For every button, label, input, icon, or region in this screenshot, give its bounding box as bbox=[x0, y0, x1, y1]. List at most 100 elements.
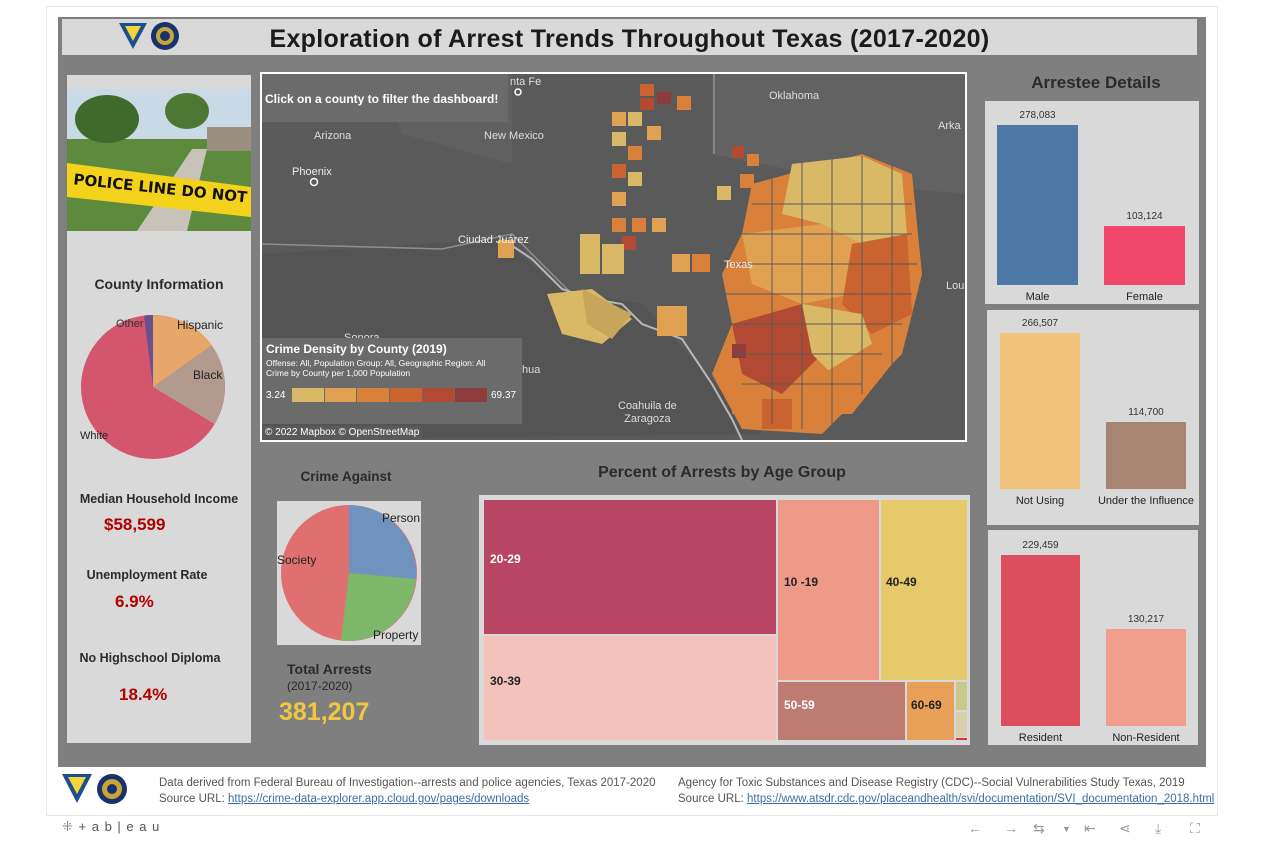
legend-subtitle: Offense: All, Population Group: All, Geo… bbox=[266, 358, 486, 368]
tableau-brand[interactable]: ⁜ + a b | e a u bbox=[62, 819, 160, 835]
map-legend: Crime Density by County (2019) Offense: … bbox=[262, 338, 522, 424]
police-line-photo: POLICE LINE DO NOT CROSS bbox=[67, 89, 251, 231]
fbi-logo bbox=[117, 21, 183, 52]
share-icon[interactable]: ⋖ bbox=[1119, 820, 1131, 836]
legend-color-ramp bbox=[292, 388, 489, 402]
map-label-new-mexico: New Mexico bbox=[484, 130, 544, 142]
footer-left-label: Source URL: bbox=[159, 793, 229, 805]
crime-against-pie[interactable] bbox=[277, 501, 421, 645]
footer-left-link[interactable]: https://crime-data-explorer.app.cloud.go… bbox=[228, 793, 530, 805]
map-label-arizona: Arizona bbox=[314, 130, 352, 142]
bar-category-label: Male bbox=[1025, 291, 1050, 303]
legend-min: 3.24 bbox=[266, 389, 286, 401]
county-info-title: County Information bbox=[94, 276, 224, 292]
total-arrests-value: 381,207 bbox=[279, 698, 370, 726]
bar-value-label: 114,700 bbox=[1128, 406, 1164, 418]
pie-slice-person bbox=[349, 505, 417, 579]
arrestee-details-title: Arrestee Details bbox=[1031, 73, 1161, 92]
title-bar: Exploration of Arrest Trends Throughout … bbox=[62, 19, 1197, 55]
map-hint: Click on a county to filter the dashboar… bbox=[262, 74, 508, 122]
age-cell-small-2[interactable] bbox=[956, 712, 967, 737]
undo-icon[interactable]: ← bbox=[968, 820, 982, 836]
legend-max: 69.37 bbox=[491, 389, 517, 401]
page-title: Exploration of Arrest Trends Throughout … bbox=[269, 25, 990, 53]
age-cell-10-19[interactable]: 10 -19 bbox=[778, 500, 879, 680]
map-label-chihuahua: hua bbox=[522, 364, 541, 376]
legend-swatch bbox=[422, 388, 456, 402]
map-label-louisiana: Lou bbox=[946, 280, 965, 292]
age-cell-20-29[interactable]: 20-29 bbox=[484, 500, 776, 634]
pie-slice-black bbox=[153, 345, 225, 424]
pie-slice-other bbox=[144, 315, 153, 387]
income-value: $58,599 bbox=[104, 515, 166, 534]
revert-icon[interactable]: ⇆ bbox=[1033, 820, 1045, 836]
bar-category-label: Non-Resident bbox=[1112, 732, 1180, 744]
pie-label-other: Other bbox=[116, 318, 144, 330]
legend-swatch bbox=[357, 388, 391, 402]
bar-non-resident[interactable] bbox=[1106, 628, 1186, 726]
footer-fbi-logo bbox=[60, 772, 130, 806]
diploma-label: No Highschool Diploma bbox=[79, 651, 221, 665]
bar-category-label: Female bbox=[1126, 291, 1163, 303]
age-treemap: 20-29 30-39 10 -19 40-49 50-59 60-69 bbox=[479, 495, 970, 745]
tableau-logo-icon: ⁜ bbox=[62, 819, 74, 834]
total-arrests-label: Total Arrests bbox=[287, 661, 372, 677]
age-cell-30-39[interactable]: 30-39 bbox=[484, 636, 776, 740]
fullscreen-icon[interactable]: ⛶ bbox=[1190, 820, 1200, 836]
footer-left-desc: Data derived from Federal Bureau of Inve… bbox=[159, 777, 656, 789]
bar-value-label: 266,507 bbox=[1021, 318, 1059, 329]
map-label-arkansas: Arka bbox=[938, 120, 961, 132]
crime-against-title: Crime Against bbox=[300, 469, 392, 484]
diploma-value: 18.4% bbox=[119, 685, 168, 704]
age-treemap-title: Percent of Arrests by Age Group bbox=[598, 464, 846, 481]
bar-category-label: Not Using bbox=[1015, 495, 1065, 507]
pie-slice-hispanic bbox=[153, 315, 212, 387]
bar-resident[interactable] bbox=[1001, 555, 1080, 726]
texas-county-map[interactable]: Click on a county to filter the dashboar… bbox=[260, 72, 967, 442]
footer-right-label: Source URL: bbox=[678, 793, 748, 805]
redo-icon[interactable]: → bbox=[1004, 820, 1018, 836]
legend-swatch bbox=[390, 388, 423, 402]
map-attribution[interactable]: © 2022 Mapbox © OpenStreetMap bbox=[262, 426, 423, 439]
map-label-coahuila: Coahuila de Zaragoza bbox=[618, 400, 677, 425]
legend-subtitle-2: Crime by County per 1,000 Population bbox=[266, 368, 411, 378]
bar-value-label: 103,124 bbox=[1126, 210, 1163, 222]
map-label-phoenix: Phoenix bbox=[292, 166, 332, 178]
age-cell-40-49[interactable]: 40-49 bbox=[881, 500, 967, 680]
pie-label-black: Black bbox=[193, 368, 223, 382]
legend-swatch bbox=[292, 388, 325, 402]
bar-value-label: 130,217 bbox=[1127, 613, 1165, 625]
bar-under-the-influence[interactable] bbox=[1106, 421, 1186, 489]
bar-value-label: 278,083 bbox=[1019, 110, 1056, 121]
footer-right-link[interactable]: https://www.atsdr.cdc.gov/placeandhealth… bbox=[747, 793, 1215, 805]
age-cell-small-1[interactable] bbox=[956, 682, 967, 710]
map-label-texas: Texas bbox=[724, 259, 753, 271]
age-cell-50-59[interactable]: 50-59 bbox=[778, 682, 905, 740]
legend-swatch bbox=[455, 388, 489, 402]
race-pie-chart[interactable] bbox=[78, 312, 228, 462]
bar-category-label: Resident bbox=[1018, 732, 1063, 744]
unemployment-label: Unemployment Rate bbox=[86, 568, 208, 582]
tableau-wordmark: + a b | e a u bbox=[78, 819, 161, 834]
total-arrests-sub: (2017-2020) bbox=[287, 679, 353, 693]
download-icon[interactable]: ⤓ bbox=[1155, 820, 1162, 836]
map-label-oklahoma: Oklahoma bbox=[769, 90, 820, 102]
pie-label-property: Property bbox=[373, 628, 419, 642]
age-cell-small-3[interactable] bbox=[956, 738, 967, 740]
pie-label-white: White bbox=[80, 430, 109, 442]
footer-left-source: Data derived from Federal Bureau of Inve… bbox=[159, 775, 656, 807]
map-label-ciudad-juarez: Ciudad Juárez bbox=[458, 234, 529, 246]
reset-icon[interactable]: ⇤ bbox=[1084, 820, 1096, 836]
footer-right-source: Agency for Toxic Substances and Disease … bbox=[678, 775, 1214, 807]
age-cell-60-69[interactable]: 60-69 bbox=[907, 682, 954, 740]
bar-female[interactable] bbox=[1104, 225, 1185, 285]
pie-label-hispanic: Hispanic bbox=[177, 318, 224, 332]
legend-title: Crime Density by County (2019) bbox=[266, 342, 447, 356]
bar-male[interactable] bbox=[997, 125, 1078, 285]
legend-swatch bbox=[324, 388, 358, 402]
bar-category-label: Under the Influence bbox=[1097, 495, 1194, 507]
pie-slice-property bbox=[341, 573, 416, 641]
bar-not-using[interactable] bbox=[1000, 333, 1080, 489]
income-label: Median Household Income bbox=[79, 492, 239, 506]
revert-dropdown-icon[interactable]: ▼ bbox=[1062, 824, 1071, 834]
